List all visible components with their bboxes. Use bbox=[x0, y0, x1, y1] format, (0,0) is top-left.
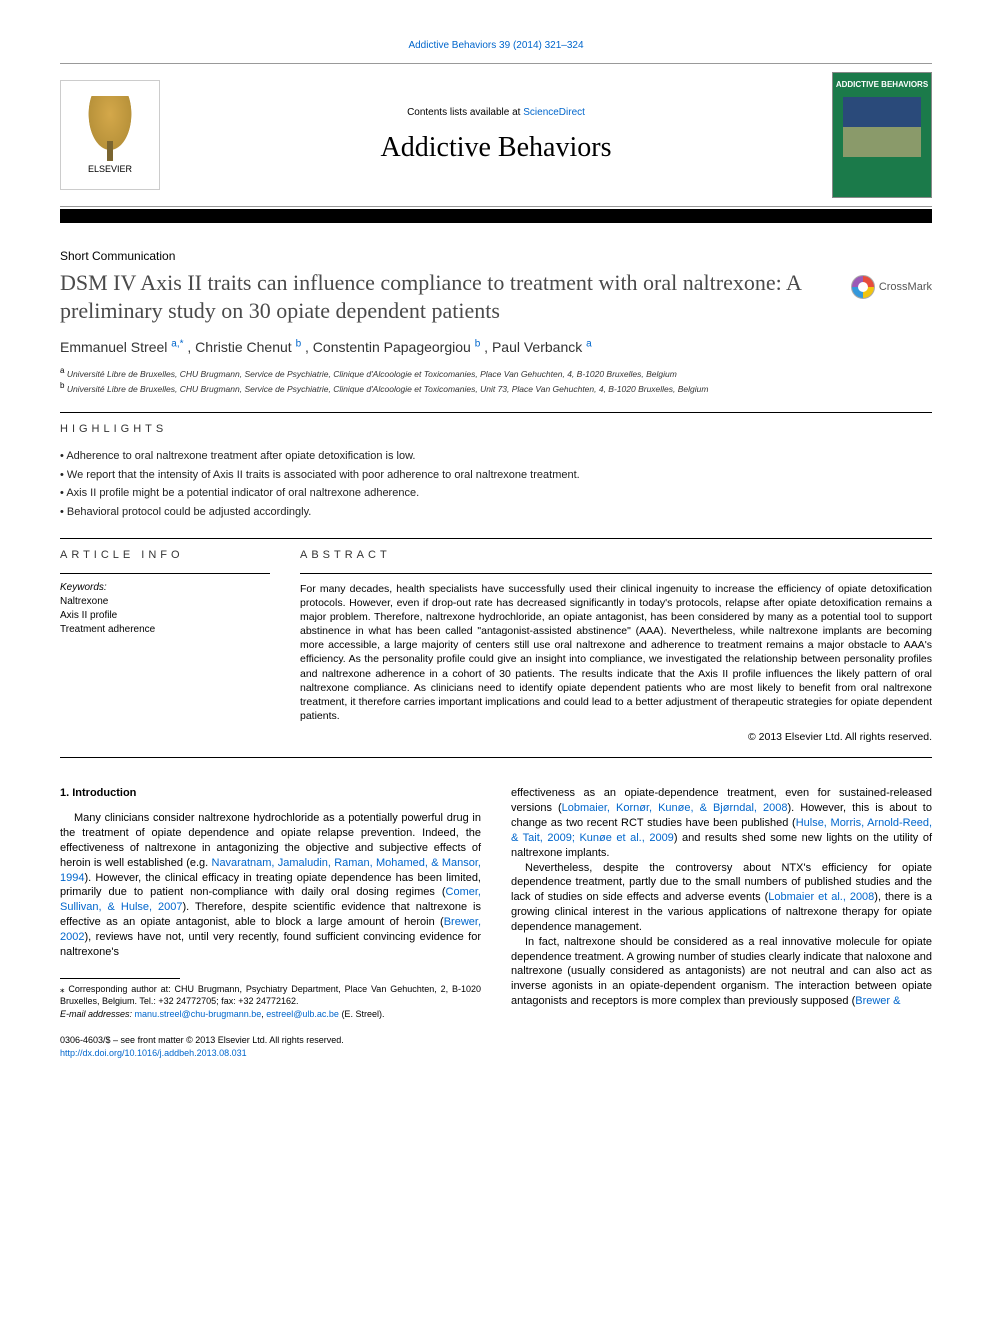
elsevier-tree-icon bbox=[85, 96, 135, 156]
email-link[interactable]: estreel@ulb.ac.be bbox=[266, 1009, 339, 1019]
rule bbox=[300, 573, 932, 574]
article-type: Short Communication bbox=[60, 249, 932, 263]
author-list: Emmanuel Streel a,* , Christie Chenut b … bbox=[60, 338, 932, 355]
abstract-label: ABSTRACT bbox=[300, 549, 932, 561]
citation-link[interactable]: Lobmaier et al., 2008 bbox=[768, 891, 874, 903]
author[interactable]: , Constentin Papageorgiou b bbox=[305, 339, 480, 355]
publisher-name: ELSEVIER bbox=[88, 164, 132, 174]
journal-cover-thumbnail[interactable]: ADDICTIVE BEHAVIORS bbox=[832, 72, 932, 198]
email-link[interactable]: manu.streel@chu-brugmann.be bbox=[135, 1009, 262, 1019]
crossmark-icon bbox=[851, 275, 875, 299]
email-line: E-mail addresses: manu.streel@chu-brugma… bbox=[60, 1008, 481, 1021]
rule bbox=[60, 573, 270, 574]
contents-available-line: Contents lists available at ScienceDirec… bbox=[160, 107, 832, 118]
highlight-item: We report that the intensity of Axis II … bbox=[60, 466, 932, 485]
cover-image-icon bbox=[843, 97, 921, 157]
affiliations: a Université Libre de Bruxelles, CHU Bru… bbox=[60, 365, 932, 396]
body-paragraph: Many clinicians consider naltrexone hydr… bbox=[60, 811, 481, 959]
abstract-text: For many decades, health specialists hav… bbox=[300, 582, 932, 724]
publisher-logo[interactable]: ELSEVIER bbox=[60, 80, 160, 190]
keywords-list: Naltrexone Axis II profile Treatment adh… bbox=[60, 595, 270, 637]
body-paragraph: effectiveness as an opiate-dependence tr… bbox=[511, 786, 932, 860]
journal-title: Addictive Behaviors bbox=[160, 132, 832, 164]
abstract-copyright: © 2013 Elsevier Ltd. All rights reserved… bbox=[300, 731, 932, 743]
body-text: 1. Introduction Many clinicians consider… bbox=[60, 786, 932, 1020]
crossmark-badge[interactable]: CrossMark bbox=[851, 275, 932, 299]
author[interactable]: Emmanuel Streel a,* bbox=[60, 339, 184, 355]
footnotes: ⁎ Corresponding author at: CHU Brugmann,… bbox=[60, 983, 481, 1021]
article-info-label: ARTICLE INFO bbox=[60, 549, 270, 561]
affiliation: b Université Libre de Bruxelles, CHU Bru… bbox=[60, 380, 932, 396]
article-title: DSM IV Axis II traits can influence comp… bbox=[60, 269, 831, 324]
highlight-item: Behavioral protocol could be adjusted ac… bbox=[60, 503, 932, 522]
footnote-rule bbox=[60, 978, 180, 979]
highlights-list: Adherence to oral naltrexone treatment a… bbox=[60, 447, 932, 522]
section-heading: 1. Introduction bbox=[60, 786, 481, 801]
affiliation: a Université Libre de Bruxelles, CHU Bru… bbox=[60, 365, 932, 381]
author[interactable]: , Paul Verbanck a bbox=[484, 339, 592, 355]
corresponding-author: ⁎ Corresponding author at: CHU Brugmann,… bbox=[60, 983, 481, 1008]
citation-link[interactable]: Lobmaier, Kornør, Kunøe, & Bjørndal, 200… bbox=[562, 802, 788, 814]
body-paragraph: Nevertheless, despite the controversy ab… bbox=[511, 861, 932, 935]
rule bbox=[60, 412, 932, 413]
body-paragraph: In fact, naltrexone should be considered… bbox=[511, 935, 932, 1009]
doi-link[interactable]: http://dx.doi.org/10.1016/j.addbeh.2013.… bbox=[60, 1048, 247, 1058]
page-footer: 0306-4603/$ – see front matter © 2013 El… bbox=[60, 1034, 932, 1059]
rule bbox=[60, 538, 932, 539]
highlight-item: Adherence to oral naltrexone treatment a… bbox=[60, 447, 932, 466]
author[interactable]: , Christie Chenut b bbox=[187, 339, 301, 355]
sciencedirect-link[interactable]: ScienceDirect bbox=[523, 107, 585, 118]
keyword: Axis II profile bbox=[60, 609, 270, 623]
issn-line: 0306-4603/$ – see front matter © 2013 El… bbox=[60, 1034, 344, 1047]
journal-reference[interactable]: Addictive Behaviors 39 (2014) 321–324 bbox=[60, 40, 932, 51]
keywords-label: Keywords: bbox=[60, 582, 270, 593]
cover-title: ADDICTIVE BEHAVIORS bbox=[836, 81, 928, 89]
keyword: Treatment adherence bbox=[60, 623, 270, 637]
crossmark-label: CrossMark bbox=[879, 281, 932, 293]
keyword: Naltrexone bbox=[60, 595, 270, 609]
highlights-label: HIGHLIGHTS bbox=[60, 423, 932, 435]
header-divider-bar bbox=[60, 209, 932, 223]
highlight-item: Axis II profile might be a potential ind… bbox=[60, 484, 932, 503]
rule bbox=[60, 757, 932, 758]
citation-link[interactable]: Brewer & bbox=[855, 995, 900, 1007]
journal-header: ELSEVIER Contents lists available at Sci… bbox=[60, 63, 932, 207]
